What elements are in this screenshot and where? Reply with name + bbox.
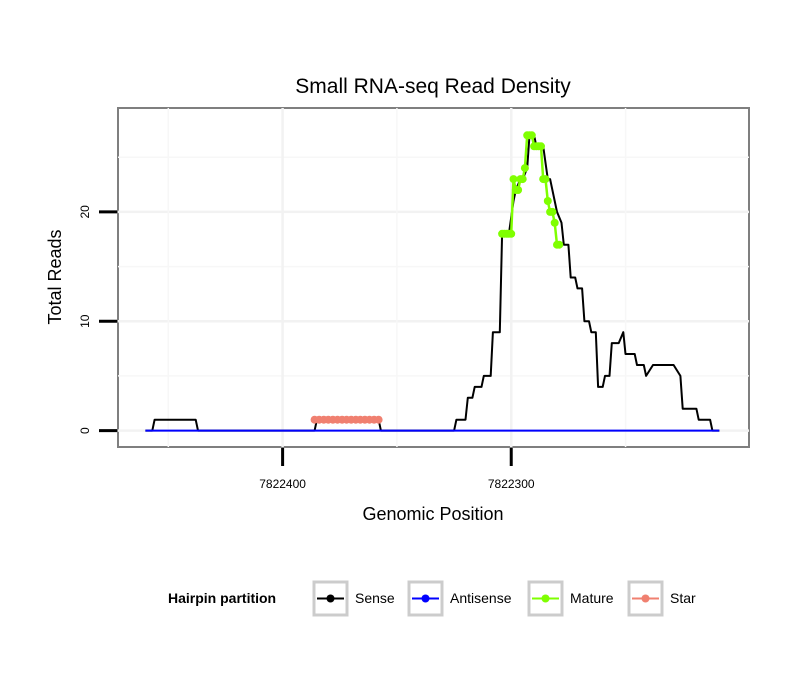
x-axis-label: Genomic Position [362,504,503,524]
series-point-mature-9 [518,175,527,184]
series-point-mature-22 [548,207,557,216]
series-point-mature-10 [520,164,529,173]
legend-label-mature: Mature [570,590,614,606]
x-tick-label-0: 7822400 [259,477,306,491]
series-point-mature-7 [514,186,523,194]
legend-label-sense: Sense [355,590,395,606]
legend-key-point-star [641,594,650,603]
y-tick-label-2: 20 [78,205,92,219]
legend-key-point-sense [326,594,335,603]
y-tick-label-0: 0 [78,427,92,434]
series-point-mature-19 [541,175,550,184]
y-tick-label-1: 10 [78,314,92,328]
series-point-mature-5 [509,175,518,184]
chart-title: Small RNA-seq Read Density [295,75,571,98]
legend-key-point-mature [541,594,550,603]
legend-items: Sense Antisense Mature Star [312,580,696,617]
legend-label-star: Star [670,590,696,606]
series-point-mature-23 [550,218,559,227]
legend: Hairpin partition Sense Antisense Mature St… [168,580,696,617]
legend-label-antisense: Antisense [450,590,512,606]
series-point-mature-17 [537,142,545,151]
series-point-mature-25 [555,240,564,249]
legend-title: Hairpin partition [168,590,276,606]
series-layer [145,131,720,432]
x-tick-label-1: 7822300 [488,477,535,491]
axes: 0 10 20 7822400 7822300 [78,205,535,491]
series-point-mature-4 [507,229,516,238]
series-point-star-14 [374,415,383,424]
plot-panel [117,107,750,448]
legend-key-point-antisense [421,594,430,603]
series-point-mature-20 [543,197,552,205]
y-axis-label: Total Reads [45,229,65,324]
series-point-mature-13 [527,131,536,140]
